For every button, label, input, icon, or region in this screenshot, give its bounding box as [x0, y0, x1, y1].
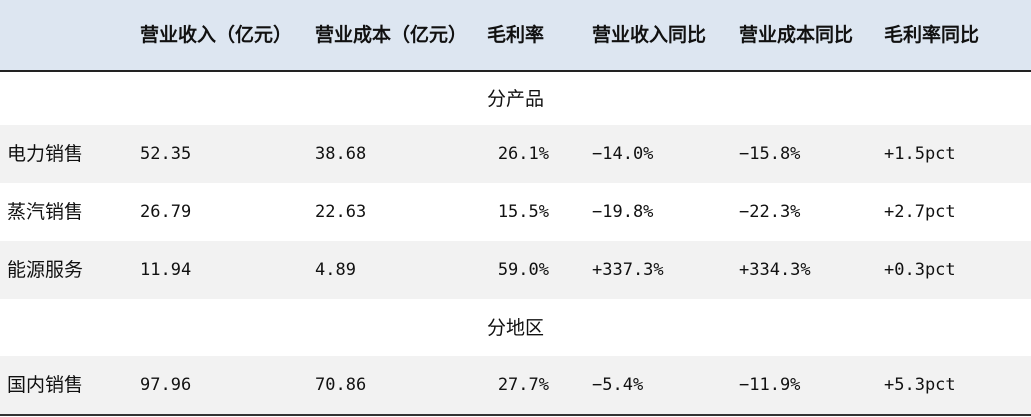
table-row: 电力销售 52.35 38.68 26.1% −14.0% −15.8% +1.…	[0, 125, 1031, 183]
margin-value: 15.5%	[497, 202, 549, 222]
revenue-value: 97.96	[140, 375, 192, 395]
section-title-region: 分地区	[486, 317, 544, 339]
revenue-yoy-value: +337.3%	[592, 260, 664, 280]
cost-value: 22.63	[315, 202, 367, 222]
row-name: 国内销售	[7, 374, 84, 396]
header-margin: 毛利率	[487, 24, 545, 46]
margin-value: 59.0%	[497, 260, 549, 280]
revenue-value: 52.35	[140, 144, 192, 164]
cost-value: 70.86	[315, 375, 367, 395]
margin-yoy-value: +1.5pct	[884, 144, 956, 164]
table-row: 能源服务 11.94 4.89 59.0% +337.3% +334.3% +0…	[0, 241, 1031, 299]
cost-yoy-value: −11.9%	[739, 375, 801, 395]
margin-yoy-value: +5.3pct	[884, 375, 956, 395]
table-row: 蒸汽销售 26.79 22.63 15.5% −19.8% −22.3% +2.…	[0, 183, 1031, 241]
table-bottom-rule	[0, 414, 1031, 416]
header-cost: 营业成本（亿元）	[315, 24, 468, 46]
revenue-value: 11.94	[140, 260, 192, 280]
revenue-yoy-value: −14.0%	[592, 144, 654, 164]
cost-yoy-value: +334.3%	[739, 260, 811, 280]
row-name: 电力销售	[7, 143, 84, 165]
revenue-yoy-value: −19.8%	[592, 202, 654, 222]
table-row: 国内销售 97.96 70.86 27.7% −5.4% −11.9% +5.3…	[0, 356, 1031, 414]
margin-yoy-value: +2.7pct	[884, 202, 956, 222]
margin-value: 27.7%	[497, 375, 549, 395]
cost-yoy-value: −15.8%	[739, 144, 801, 164]
header-revenue: 营业收入（亿元）	[140, 24, 293, 46]
cost-value: 38.68	[315, 144, 367, 164]
revenue-yoy-value: −5.4%	[592, 375, 644, 395]
revenue-value: 26.79	[140, 202, 192, 222]
cost-value: 4.89	[315, 260, 356, 280]
margin-value: 26.1%	[497, 144, 549, 164]
row-name: 能源服务	[7, 259, 84, 281]
header-cost-yoy: 营业成本同比	[739, 24, 854, 46]
row-name: 蒸汽销售	[7, 201, 84, 223]
margin-yoy-value: +0.3pct	[884, 260, 956, 280]
header-margin-yoy: 毛利率同比	[884, 24, 980, 46]
header-revenue-yoy: 营业收入同比	[592, 24, 707, 46]
table-header: 营业收入（亿元） 营业成本（亿元） 毛利率 营业收入同比 营业成本同比 毛利率同…	[0, 0, 1031, 72]
section-title-product: 分产品	[486, 88, 544, 110]
cost-yoy-value: −22.3%	[739, 202, 801, 222]
